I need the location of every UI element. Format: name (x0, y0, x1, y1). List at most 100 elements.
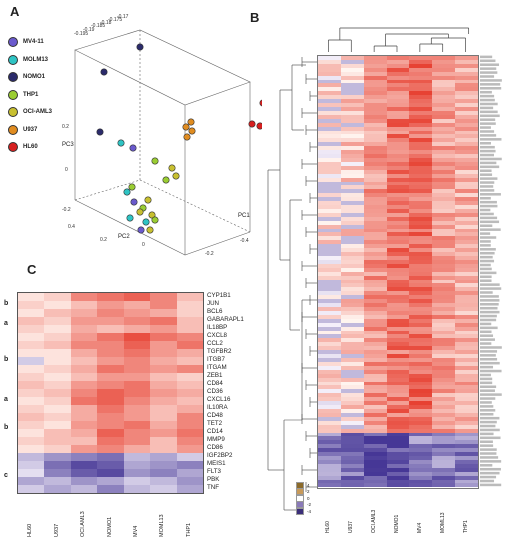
heatmap-c-row (18, 397, 203, 405)
heatmap-b-cell (455, 416, 479, 421)
heatmap-b-cell (340, 56, 364, 60)
heatmap-b-cell (409, 173, 433, 178)
heatmap-b-cell (432, 397, 456, 402)
heatmap-b-cell (363, 189, 387, 194)
heatmap-b-cell (386, 193, 410, 198)
heatmap-c-cell (18, 485, 45, 493)
heatmap-c-cell (176, 317, 203, 325)
heatmap-c-cell (97, 421, 124, 429)
heatmap-b-cell (409, 432, 433, 437)
heatmap-b-cell (340, 405, 364, 409)
heatmap-b-cell (409, 307, 433, 311)
heatmap-b-cell (340, 385, 364, 390)
heatmap-b-cell (363, 91, 387, 96)
heatmap-b-cell (432, 142, 456, 147)
heatmap-b-row (318, 177, 479, 182)
heatmap-c-cell (44, 333, 71, 341)
legend-item: OCI-AML3 (8, 106, 52, 118)
heatmap-c-cell (176, 477, 203, 485)
heatmap-c-cell (123, 333, 151, 341)
heatmap-b-cell (455, 165, 479, 170)
heatmap-b-cell (432, 357, 456, 362)
heatmap-b-row (318, 236, 479, 241)
heatmap-b-cell (340, 228, 364, 233)
heatmap-b-row (318, 263, 479, 268)
heatmap-b-cell (363, 428, 387, 433)
heatmap-c-cell (70, 349, 98, 357)
heatmap-b-cell (363, 216, 387, 221)
row-label-mark (480, 420, 497, 424)
heatmap-b-cell (318, 205, 341, 209)
heatmap-b-cell (363, 377, 387, 382)
heatmap-b-cell (409, 83, 433, 88)
heatmap-b-row-labels (480, 55, 502, 487)
heatmap-b-cell (432, 157, 456, 162)
gene-label: JUN (207, 300, 220, 307)
heatmap-b-cell (318, 185, 341, 190)
heatmap-c-cell (97, 485, 124, 493)
heatmap-b-row (318, 87, 479, 92)
heatmap-c-cell (18, 317, 45, 325)
heatmap-b-cell (432, 99, 456, 104)
heatmap-b-cell (340, 185, 364, 190)
heatmap-b-cell (318, 208, 341, 213)
heatmap-b-cell (318, 220, 341, 225)
heatmap-b-row (318, 318, 479, 323)
heatmap-c-cell (97, 365, 124, 373)
group-label: a (4, 320, 8, 327)
heatmap-b-cell (432, 428, 456, 433)
heatmap-b-row (318, 208, 479, 213)
heatmap-c-cell (97, 333, 124, 341)
heatmap-b-cell (455, 471, 479, 476)
heatmap-b-cell (455, 412, 479, 417)
heatmap-c-cell (44, 461, 71, 469)
pc2-tick: 0.4 (68, 224, 75, 230)
gene-label: BCL6 (207, 308, 223, 315)
row-label-mark (480, 475, 497, 479)
heatmap-c-cell (150, 437, 177, 445)
heatmap-b-cell (386, 369, 410, 374)
legend-label: NOMO1 (23, 74, 46, 80)
heatmap-b-cell (409, 448, 433, 453)
heatmap-b-cell (409, 393, 433, 398)
heatmap-b-cell (318, 275, 341, 280)
heatmap-b-cell (409, 95, 433, 100)
heatmap-b-cell (432, 275, 456, 280)
heatmap-b-cell (340, 295, 364, 300)
heatmap-b-cell (409, 205, 433, 209)
heatmap-c-row (18, 365, 203, 373)
heatmap-b-cell (318, 114, 341, 119)
heatmap-b-cell (432, 197, 456, 202)
heatmap-b-cell (409, 420, 433, 425)
heatmap-c-cell (150, 373, 177, 381)
row-label-mark (480, 122, 496, 125)
heatmap-b-cell (318, 193, 341, 198)
heatmap-b-cell (318, 122, 341, 127)
heatmap-b-cell (455, 75, 479, 80)
heatmap-b-cell (386, 79, 410, 84)
row-label-mark (480, 169, 492, 173)
row-label-mark (480, 287, 502, 290)
heatmap-c-cell (18, 301, 45, 309)
column-label: MOML13 (439, 512, 446, 533)
heatmap-b-cell (409, 408, 433, 413)
row-label-mark (480, 145, 495, 149)
heatmap-b-cell (409, 330, 433, 335)
heatmap-c-cell (97, 325, 124, 333)
heatmap-b-row (318, 405, 479, 409)
heatmap-b-cell (318, 87, 341, 92)
heatmap-b-cell (363, 326, 387, 331)
heatmap-b-cell (363, 157, 387, 162)
heatmap-b-cell (340, 318, 364, 323)
heatmap-b-cell (363, 248, 387, 253)
heatmap-b-cell (409, 342, 433, 347)
heatmap-b-cell (409, 287, 433, 292)
column-label: MOML13 (159, 514, 166, 537)
heatmap-c-cell (70, 357, 98, 365)
heatmap-b-cell (340, 138, 364, 143)
heatmap-b-cell (386, 459, 410, 464)
top-tick: -0.185 (91, 23, 106, 29)
heatmap-b-cell (340, 334, 364, 339)
heatmap-b-cell (386, 393, 410, 398)
heatmap-b-cell (363, 271, 387, 276)
